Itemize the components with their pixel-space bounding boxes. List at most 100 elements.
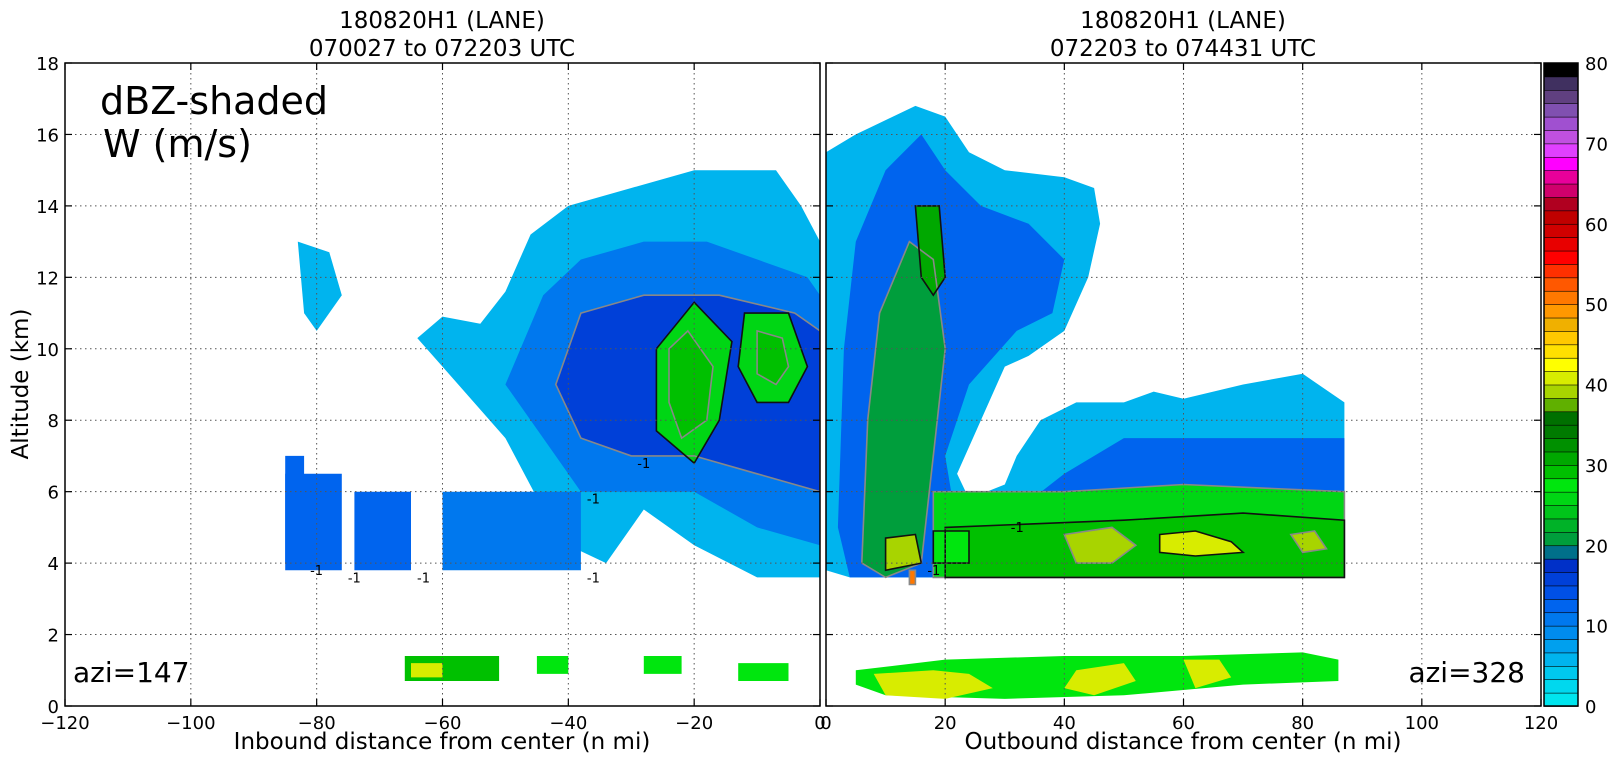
colorbar-band [1543, 263, 1579, 279]
colorbar-band [1543, 477, 1579, 493]
colorbar-band [1543, 290, 1579, 305]
left-echo-region-low-13 [536, 656, 569, 674]
colorbar-band [1543, 598, 1579, 614]
colorbar-tick-label: 40 [1585, 376, 1608, 397]
colorbar-tick-labels: 0 10 20 30 40 50 60 70 80 [1585, 54, 1608, 718]
left-x-tick-label: −120 [40, 713, 89, 734]
right-tick-labels: 0 20 40 60 80 100 120 [820, 62, 1558, 734]
colorbar-band [1543, 236, 1579, 252]
left-contour-label: -1 [587, 493, 600, 508]
right-echo-region-low-14 [1064, 663, 1136, 696]
colorbar-band [1543, 303, 1579, 319]
colorbar-band [1543, 611, 1579, 627]
left-tick-labels: −120 −100 −80 −60 −40 −20 0 0 2 4 6 8 10 12 14 16 18 [36, 54, 826, 734]
colorbar-band [1543, 518, 1579, 533]
colorbar-band [1543, 558, 1579, 573]
left-echo-region-outer-11 [297, 241, 342, 331]
right-w-contour-2 [932, 483, 1346, 579]
right-contour-label: -1 [1011, 521, 1024, 536]
colorbar-tick-label: 70 [1585, 134, 1608, 155]
colorbar-tick-label: 20 [1585, 536, 1608, 557]
right-echo-region-core-7 [1159, 531, 1244, 556]
left-x-tick-label: 0 [814, 713, 825, 734]
right-w-contour-8 [908, 569, 917, 586]
colorbar-band [1543, 652, 1579, 667]
right-w-contour-9 [932, 530, 970, 564]
right-echo-region-low-13 [873, 670, 993, 699]
right-echo-region-low-15 [1183, 659, 1232, 689]
right-echo-region-core-10 [909, 570, 916, 585]
colorbar-band [1543, 504, 1579, 520]
colorbar-band [1543, 357, 1579, 372]
y-tick-label: 8 [48, 411, 59, 432]
left-contour-label: -1 [417, 571, 430, 586]
right-plot-area: -1 -1 [826, 105, 1346, 699]
colorbar-band [1543, 585, 1579, 600]
right-w-contour-6 [1289, 530, 1328, 554]
right-x-tick-label: 120 [1524, 713, 1558, 734]
colorbar-band [1543, 451, 1579, 466]
colorbar-tick-label: 0 [1585, 697, 1596, 718]
colorbar-band [1543, 143, 1579, 158]
left-x-axis-label: Inbound distance from center (n mi) [234, 729, 651, 755]
left-w-contour-4 [756, 329, 790, 386]
colorbar-band [1543, 102, 1579, 118]
left-title-line2: 070027 to 072203 UTC [309, 36, 575, 62]
left-echo-region-low-16 [411, 663, 443, 678]
right-w-contour-5 [1158, 530, 1246, 557]
right-w-contour-3 [944, 512, 1346, 579]
y-axis-label: Altitude (km) [8, 309, 34, 460]
left-echo-region-mid-8 [285, 473, 342, 571]
colorbar-band [1543, 678, 1579, 694]
right-w-contour-1 [914, 205, 947, 297]
left-title-line1: 180820H1 (LANE) [339, 8, 545, 34]
left-azimuth-label: azi=147 [73, 656, 190, 689]
left-echo-region-low-15 [738, 663, 789, 681]
right-x-tick-label: 100 [1405, 713, 1439, 734]
left-contour-label: -1 [587, 571, 600, 586]
colorbar-band [1543, 317, 1579, 332]
colorbar-band [1543, 665, 1579, 681]
right-x-axis-label: Outbound distance from center (n mi) [965, 729, 1402, 755]
colorbar-band [1543, 277, 1579, 292]
y-tick-label: 12 [36, 268, 59, 289]
right-x-tick-label: 20 [934, 713, 957, 734]
right-x-tick-label: 80 [1291, 713, 1314, 734]
colorbar-band [1543, 196, 1579, 212]
colorbar-band [1543, 424, 1579, 439]
colorbar-band [1543, 210, 1579, 225]
y-tick-label: 14 [36, 197, 59, 218]
y-tick-label: 18 [36, 54, 59, 75]
colorbar-band [1543, 571, 1579, 587]
colorbar-band [1543, 183, 1579, 198]
right-grid [826, 63, 1541, 706]
y-tick-label: 4 [48, 554, 59, 575]
colorbar-band [1543, 330, 1579, 346]
colorbar-band [1543, 544, 1579, 560]
right-vertical-velocity-contours: -1 -1 [860, 205, 1346, 586]
left-echo-region-core-4 [669, 330, 713, 439]
right-echo-region-core-9 [885, 534, 922, 571]
y-tick-label: 6 [48, 483, 59, 504]
left-plot-area: -1 -1 -1 -1 -1 -1 [285, 170, 820, 681]
colorbar-tick-label: 30 [1585, 456, 1608, 477]
colorbar-band [1543, 531, 1579, 547]
colorbar-band [1543, 638, 1579, 654]
left-w-contour-0 [554, 294, 820, 493]
colorbar-band [1543, 116, 1579, 131]
y-tick-label: 10 [36, 340, 59, 361]
left-w-contour-3 [737, 312, 809, 404]
right-echo-region-core-11 [933, 531, 969, 564]
left-echo-region-low-14 [643, 656, 682, 674]
y-tick-label: 0 [48, 697, 59, 718]
left-reflectivity-regions [285, 170, 820, 681]
colorbar-tick-label: 50 [1585, 295, 1608, 316]
right-panel: -1 -1 0 20 40 60 80 100 120 180820H1 (LANE) 072… [820, 8, 1558, 755]
annotation-w-ms: W (m/s) [103, 122, 252, 166]
right-reflectivity-regions [826, 105, 1345, 699]
colorbar-band [1543, 344, 1579, 359]
colorbar-band [1543, 437, 1579, 453]
colorbar-band [1543, 692, 1579, 707]
right-echo-region-core-6 [1064, 527, 1136, 564]
